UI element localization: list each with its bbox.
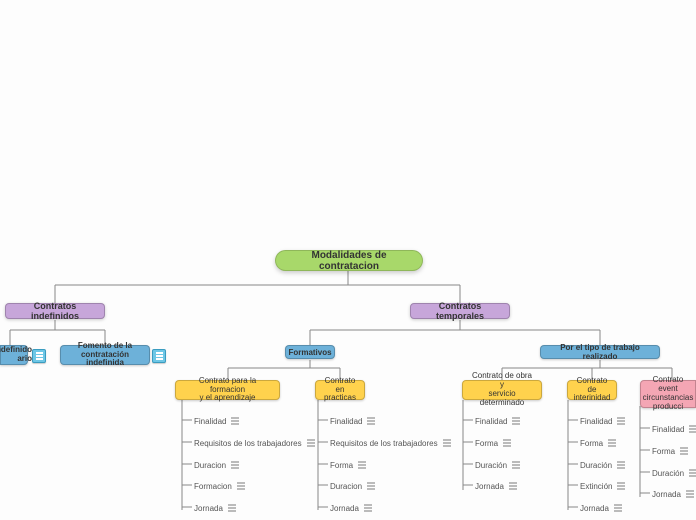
l2: interinidad xyxy=(574,394,611,403)
l2: y el aprendizaje xyxy=(182,394,273,403)
l1: Contrato event xyxy=(643,376,694,394)
leaf[interactable]: Jornada xyxy=(652,489,695,499)
mindmap-canvas: Modalidades de contratacion Contratos in… xyxy=(0,0,696,520)
label: Contratos temporales xyxy=(421,301,499,321)
note-icon xyxy=(613,503,623,513)
root-label: Modalidades de contratacion xyxy=(296,250,402,272)
label: Por el tipo de trabajo realizado xyxy=(549,343,651,361)
l2: practicas xyxy=(322,394,358,403)
leaf[interactable]: Forma xyxy=(475,438,512,448)
note-icon xyxy=(366,416,376,426)
note-icon xyxy=(236,481,246,491)
note-icon xyxy=(366,481,376,491)
leaf[interactable]: Finalidad xyxy=(580,416,626,426)
l3: producci xyxy=(643,403,694,412)
note-icon xyxy=(688,468,696,478)
leaf[interactable]: Forma xyxy=(652,446,689,456)
leaf[interactable]: Finalidad xyxy=(330,416,376,426)
node-fomento[interactable]: Fomento de la contratación indefinida xyxy=(60,345,150,365)
node-indef-ordinario[interactable]: ndefinido ario xyxy=(0,345,28,365)
note-icon xyxy=(508,481,518,491)
note-icon xyxy=(616,460,626,470)
leaf[interactable]: Duración xyxy=(652,468,696,478)
label: Contratos indefinidos xyxy=(16,301,94,321)
l1: Contrato de xyxy=(574,377,611,395)
leaf[interactable]: Duración xyxy=(580,460,626,470)
l2: contratación indefinida xyxy=(69,351,141,369)
leaf[interactable]: Jornada xyxy=(194,503,237,513)
leaf[interactable]: Requisitos de los trabajadores xyxy=(194,438,316,448)
note-icon[interactable] xyxy=(32,349,46,363)
note-icon xyxy=(511,416,521,426)
root-node[interactable]: Modalidades de contratacion xyxy=(275,250,423,271)
node-practicas[interactable]: Contrato en practicas xyxy=(315,380,365,400)
l1: Contrato de obra y xyxy=(469,372,535,390)
note-icon xyxy=(685,489,695,499)
leaf[interactable]: Duracion xyxy=(194,460,240,470)
node-interinidad[interactable]: Contrato de interinidad xyxy=(567,380,617,400)
node-eventual[interactable]: Contrato event circunstancias producci xyxy=(640,380,696,408)
note-icon xyxy=(442,438,452,448)
leaf[interactable]: Duración xyxy=(475,460,521,470)
note-icon xyxy=(306,438,316,448)
note-icon xyxy=(511,460,521,470)
note-icon[interactable] xyxy=(152,349,166,363)
leaf[interactable]: Finalidad xyxy=(652,424,696,434)
leaf[interactable]: Forma xyxy=(580,438,617,448)
node-obra-servicio[interactable]: Contrato de obra y servicio determinado xyxy=(462,380,542,400)
l1: Contrato en xyxy=(322,377,358,395)
note-icon xyxy=(616,416,626,426)
note-icon xyxy=(502,438,512,448)
l2: ario xyxy=(0,355,32,364)
leaf[interactable]: Jornada xyxy=(580,503,623,513)
node-por-tipo[interactable]: Por el tipo de trabajo realizado xyxy=(540,345,660,359)
leaf[interactable]: Forma xyxy=(330,460,367,470)
label: Formativos xyxy=(288,348,331,357)
l2: servicio determinado xyxy=(469,390,535,408)
note-icon xyxy=(688,424,696,434)
leaf[interactable]: Requisitos de los trabajadores xyxy=(330,438,452,448)
node-form-aprendizaje[interactable]: Contrato para la formacion y el aprendiz… xyxy=(175,380,280,400)
node-contratos-indefinidos[interactable]: Contratos indefinidos xyxy=(5,303,105,319)
note-icon xyxy=(679,446,689,456)
leaf[interactable]: Duracion xyxy=(330,481,376,491)
note-icon xyxy=(616,481,626,491)
leaf[interactable]: Jornada xyxy=(475,481,518,491)
leaf[interactable]: Extinción xyxy=(580,481,626,491)
leaf[interactable]: Jornada xyxy=(330,503,373,513)
note-icon xyxy=(227,503,237,513)
note-icon xyxy=(607,438,617,448)
leaf[interactable]: Finalidad xyxy=(475,416,521,426)
note-icon xyxy=(363,503,373,513)
node-formativos[interactable]: Formativos xyxy=(285,345,335,359)
note-icon xyxy=(230,416,240,426)
note-icon xyxy=(230,460,240,470)
leaf[interactable]: Finalidad xyxy=(194,416,240,426)
leaf[interactable]: Formacion xyxy=(194,481,246,491)
note-icon xyxy=(357,460,367,470)
node-contratos-temporales[interactable]: Contratos temporales xyxy=(410,303,510,319)
l1: Contrato para la formacion xyxy=(182,377,273,395)
